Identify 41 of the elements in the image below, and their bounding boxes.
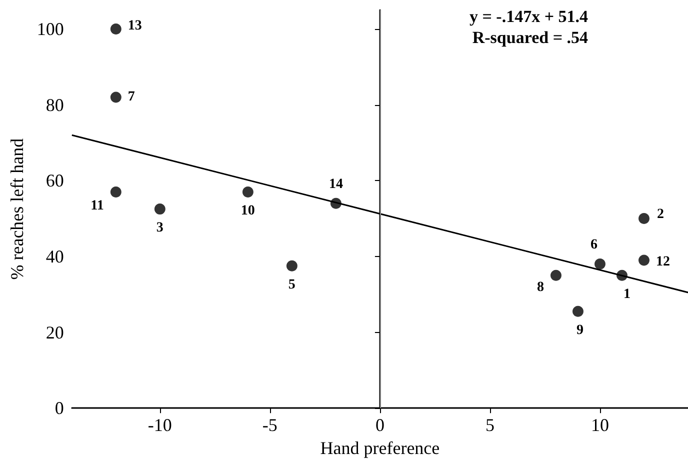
point [110,92,122,103]
annotation: 6 [590,238,598,253]
annotation: 1 [623,286,630,302]
y-tick-label: 0 [54,398,64,418]
x-tick-label: 10 [590,415,609,436]
annotation: 2 [656,207,664,222]
annotation: 9 [576,322,584,338]
y-axis-title: % reaches left hand [7,138,27,280]
point [638,254,650,266]
y-tick-label: 20 [46,322,64,342]
y-tick-label: 100 [36,18,64,39]
point [110,23,122,34]
annotation: 8 [536,280,544,295]
point [154,204,166,215]
x-tick-label: 5 [485,415,494,436]
x-axis-title: Hand preference [320,438,440,458]
point [594,258,606,270]
point [110,186,122,198]
point [572,306,584,317]
annotation: 14 [328,176,343,192]
point [550,270,562,281]
point [616,270,628,281]
point [242,186,254,198]
x-tick-label: 0 [375,415,384,436]
annotation: 3 [156,220,164,236]
annotation: y = -.147x + 51.4 [469,7,588,26]
annotation: 11 [90,198,104,214]
y-tick-label: 60 [46,170,64,191]
x-tick-label: -10 [148,415,172,436]
annotation: 13 [128,18,142,34]
y-tick-label: 40 [46,246,64,266]
annotation: R-squared = .54 [472,28,588,47]
annotation: 7 [128,90,135,105]
point [330,198,342,209]
annotation: 12 [656,254,670,270]
annotation: 10 [240,203,255,218]
x-tick-label: -5 [262,415,278,436]
y-tick-label: 80 [46,94,64,115]
point [286,260,298,272]
annotation: 5 [288,277,296,292]
point [638,213,650,224]
